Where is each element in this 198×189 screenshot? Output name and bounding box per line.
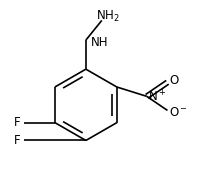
Text: NH: NH <box>90 36 108 49</box>
Text: O: O <box>169 74 179 87</box>
Text: N$^+$: N$^+$ <box>148 89 167 104</box>
Text: F: F <box>14 134 21 147</box>
Text: O$^-$: O$^-$ <box>169 106 188 119</box>
Text: NH$_2$: NH$_2$ <box>96 9 120 24</box>
Text: F: F <box>14 116 21 129</box>
